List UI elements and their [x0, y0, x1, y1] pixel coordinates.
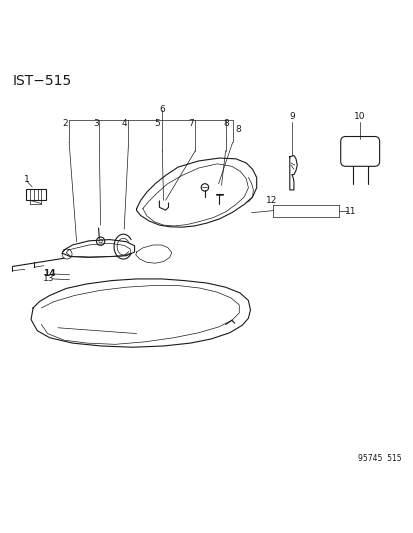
Text: 6: 6 — [159, 104, 165, 114]
Text: 14: 14 — [43, 270, 55, 278]
Text: 11: 11 — [344, 206, 356, 215]
Text: 9: 9 — [288, 112, 294, 121]
Text: IST−515: IST−515 — [12, 74, 71, 88]
Text: 4: 4 — [121, 119, 127, 128]
Text: 12: 12 — [265, 196, 276, 205]
Text: 7: 7 — [188, 119, 193, 128]
Text: 3: 3 — [93, 119, 99, 128]
Text: 8: 8 — [223, 119, 229, 128]
Text: 13: 13 — [43, 274, 55, 284]
Text: 1: 1 — [24, 175, 30, 184]
Text: 5: 5 — [154, 119, 160, 128]
Bar — [26, 189, 45, 200]
Text: 2: 2 — [62, 119, 68, 128]
Text: 8: 8 — [235, 125, 240, 134]
Text: 95745  515: 95745 515 — [357, 454, 401, 463]
Text: 10: 10 — [354, 112, 365, 121]
